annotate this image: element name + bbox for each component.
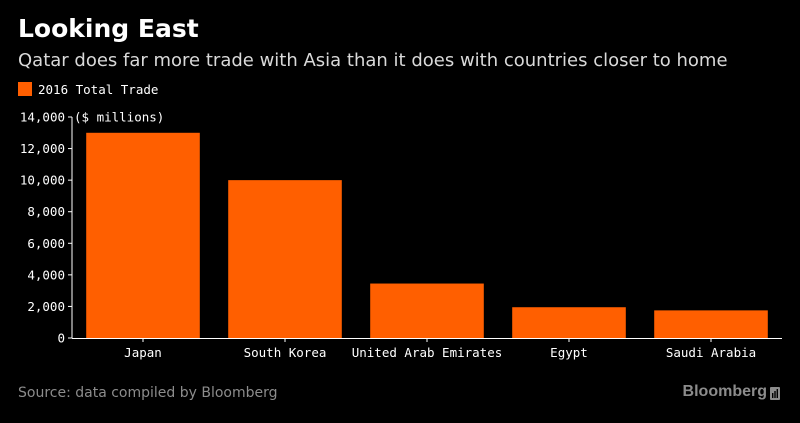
bloomberg-mark-icon [770, 387, 780, 400]
bar [654, 310, 768, 338]
bar [370, 283, 484, 338]
bar [512, 307, 626, 338]
y-tick-label: 10,000 [20, 173, 65, 188]
legend: 2016 Total Trade [18, 80, 158, 98]
x-tick-label: Japan [124, 345, 162, 360]
x-tick-label: South Korea [244, 345, 327, 360]
x-tick-label: Egypt [550, 345, 588, 360]
source-note: Source: data compiled by Bloomberg [18, 385, 278, 401]
y-tick-label: 0 [57, 331, 65, 346]
legend-label: 2016 Total Trade [38, 81, 159, 97]
bar [86, 132, 200, 338]
chart-title: Looking East [18, 14, 199, 43]
bar [228, 180, 342, 338]
y-tick-label: 8,000 [27, 204, 65, 219]
y-axis-unit-label: ($ millions) [74, 110, 164, 125]
legend-swatch [18, 82, 32, 96]
y-tick-label: 12,000 [20, 141, 65, 156]
y-tick-label: 6,000 [27, 236, 65, 251]
x-tick-label: Saudi Arabia [666, 345, 756, 360]
x-tick-label: United Arab Emirates [352, 345, 503, 360]
y-tick-label: 4,000 [27, 267, 65, 282]
y-tick-label: 2,000 [27, 299, 65, 314]
brand-logo: Bloomberg [683, 383, 780, 401]
chart-subtitle: Qatar does far more trade with Asia than… [18, 50, 728, 71]
y-tick-label: 14,000 [20, 110, 65, 125]
brand-name: Bloomberg [682, 383, 767, 400]
